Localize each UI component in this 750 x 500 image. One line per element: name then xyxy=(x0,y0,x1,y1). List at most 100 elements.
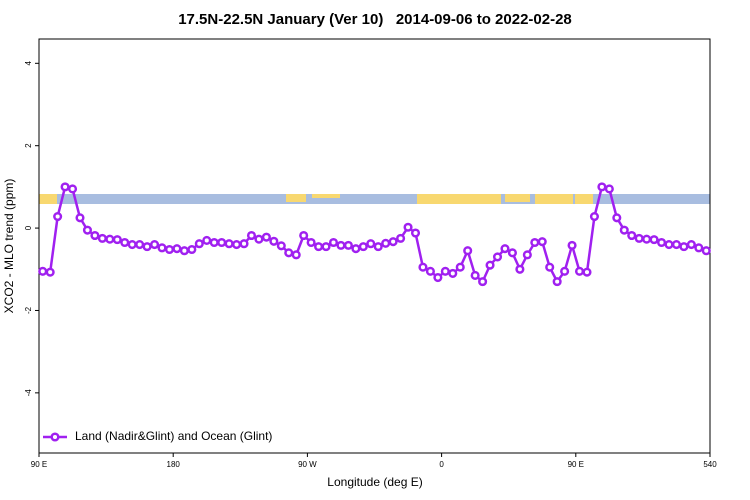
point xyxy=(105,234,115,244)
point xyxy=(97,233,107,243)
point xyxy=(552,277,562,287)
point xyxy=(500,244,510,254)
land-strip xyxy=(505,194,530,202)
x-tick-label: 90 E xyxy=(568,460,584,469)
point xyxy=(522,250,532,260)
point xyxy=(619,225,629,235)
point xyxy=(448,268,458,278)
point xyxy=(157,243,167,253)
point xyxy=(567,240,577,250)
point xyxy=(209,237,219,248)
point xyxy=(656,237,667,248)
y-tick-label: -4 xyxy=(24,389,33,397)
point xyxy=(410,228,421,238)
point xyxy=(276,241,286,251)
point xyxy=(343,240,353,250)
point xyxy=(187,244,197,255)
point xyxy=(694,243,704,253)
point xyxy=(328,237,339,248)
point xyxy=(515,264,525,274)
point xyxy=(53,211,63,222)
point xyxy=(589,211,599,222)
point xyxy=(612,213,622,223)
point xyxy=(261,232,271,242)
point xyxy=(388,237,398,247)
point xyxy=(425,266,435,276)
y-tick-label: 0 xyxy=(24,225,33,230)
point xyxy=(597,182,607,192)
map-strip xyxy=(39,194,710,204)
point xyxy=(284,248,294,258)
point xyxy=(560,266,570,276)
point xyxy=(269,236,279,246)
point xyxy=(358,242,368,252)
point xyxy=(232,240,242,250)
point xyxy=(418,262,428,272)
point xyxy=(194,239,204,249)
x-tick-label: 90 W xyxy=(298,460,317,469)
point xyxy=(679,242,689,252)
land-strip xyxy=(535,194,573,204)
point xyxy=(373,242,383,252)
x-tick-label: 540 xyxy=(703,460,717,469)
chart-title: 17.5N-22.5N January (Ver 10) 2014-09-06 … xyxy=(178,11,572,28)
point xyxy=(172,244,182,254)
y-tick-label: -2 xyxy=(24,306,33,314)
point xyxy=(224,239,234,249)
point xyxy=(217,237,227,248)
point xyxy=(239,239,249,249)
point xyxy=(649,235,659,245)
point xyxy=(150,240,160,250)
point xyxy=(45,267,55,277)
point xyxy=(135,240,145,250)
y-axis-label: XCO2 - MLO trend (ppm) xyxy=(2,179,16,314)
point xyxy=(440,266,450,276)
land-strip xyxy=(417,194,501,204)
point xyxy=(90,230,100,241)
point xyxy=(642,234,652,244)
x-tick-label: 0 xyxy=(439,460,444,469)
point xyxy=(112,235,122,245)
point xyxy=(75,213,85,223)
point xyxy=(574,266,585,276)
point xyxy=(314,242,324,252)
point xyxy=(306,237,316,248)
point xyxy=(671,240,682,250)
point xyxy=(627,230,637,241)
point xyxy=(82,225,93,235)
plot-frame xyxy=(38,38,711,454)
legend-label: Land (Nadir&Glint) and Ocean (Glint) xyxy=(75,429,272,443)
point xyxy=(485,260,495,270)
point xyxy=(142,242,152,252)
point xyxy=(664,240,674,250)
point xyxy=(396,233,406,243)
point xyxy=(299,230,309,241)
point xyxy=(470,270,480,281)
point xyxy=(537,237,547,247)
point xyxy=(68,184,78,194)
point xyxy=(179,246,189,256)
point xyxy=(530,237,540,248)
point xyxy=(455,262,465,272)
point xyxy=(291,250,301,260)
point xyxy=(254,234,264,244)
point xyxy=(604,184,614,194)
point xyxy=(336,240,346,250)
legend-marker xyxy=(50,432,60,442)
land-strip xyxy=(312,194,340,198)
point xyxy=(403,222,413,232)
point xyxy=(478,277,488,287)
point xyxy=(686,240,696,250)
point xyxy=(545,262,555,272)
point xyxy=(351,244,361,254)
point xyxy=(381,238,391,248)
point xyxy=(582,267,592,277)
point xyxy=(321,242,331,252)
point xyxy=(463,246,473,256)
y-tick-label: 4 xyxy=(24,61,33,66)
point xyxy=(492,252,503,262)
point xyxy=(366,239,376,249)
point xyxy=(701,246,711,256)
point xyxy=(120,237,130,248)
point xyxy=(60,182,70,192)
